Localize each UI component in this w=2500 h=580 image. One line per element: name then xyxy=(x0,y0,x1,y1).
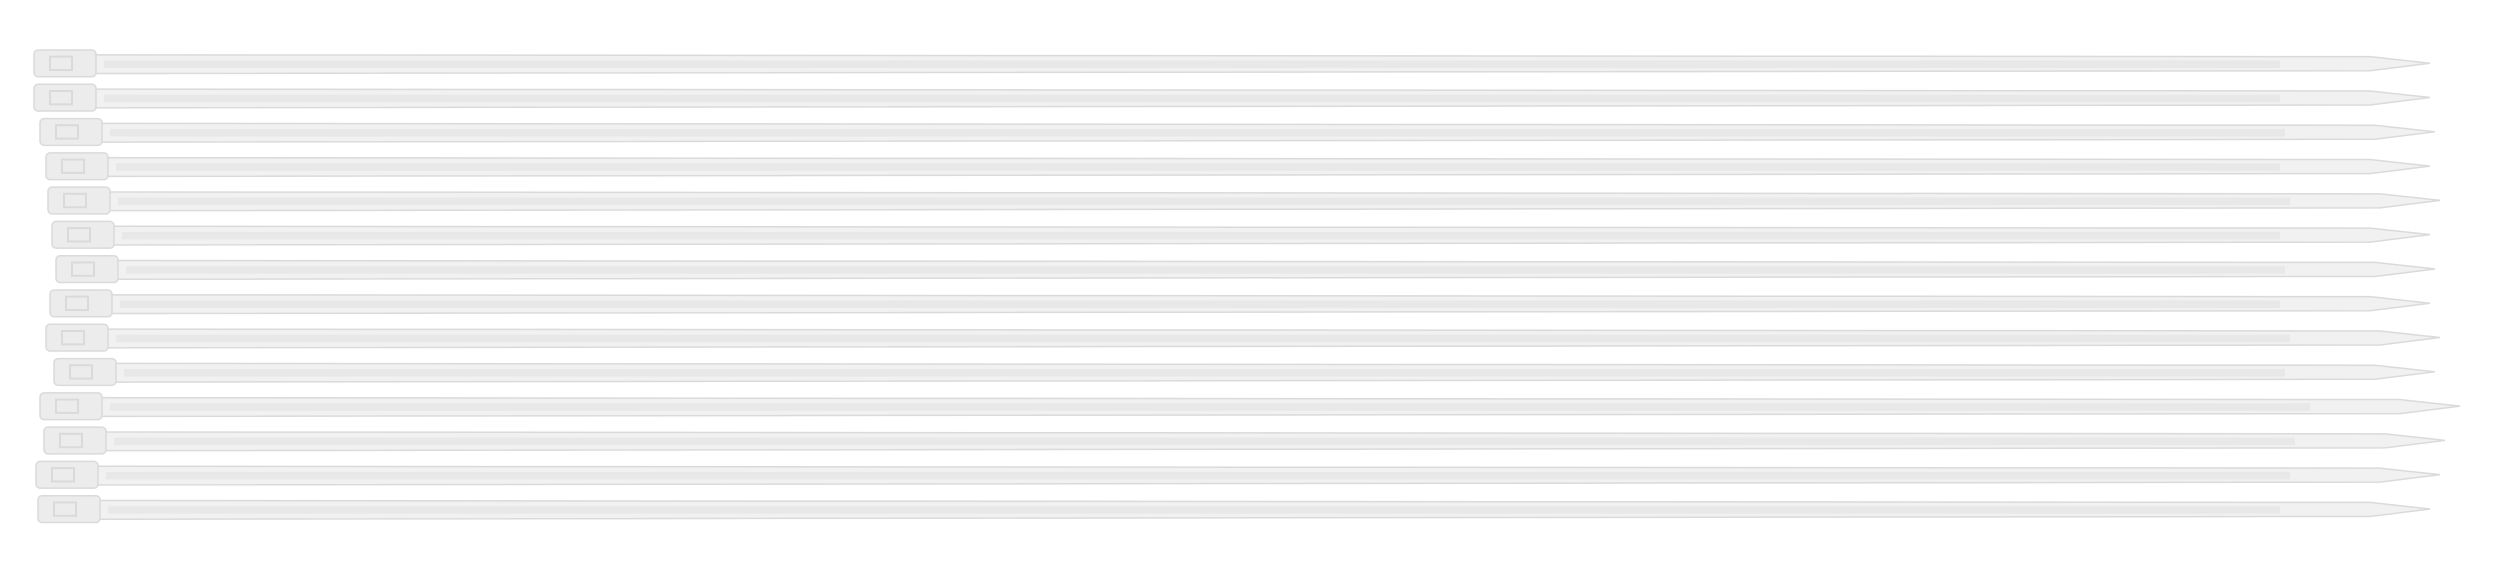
tie-head-slot xyxy=(69,364,93,380)
tie-head-slot xyxy=(61,158,85,174)
cable-tie xyxy=(35,460,2441,489)
tie-head xyxy=(43,426,107,455)
cable-tie xyxy=(43,426,2446,455)
tie-head-slot xyxy=(53,501,77,517)
tie-teeth xyxy=(116,163,2280,171)
cable-tie xyxy=(51,220,2431,249)
tie-head xyxy=(33,49,97,78)
tie-head-slot xyxy=(55,398,79,414)
tie-teeth xyxy=(108,506,2280,514)
tie-head xyxy=(37,494,101,524)
cable-tie xyxy=(49,289,2431,318)
cable-tie xyxy=(39,392,2461,421)
tie-teeth xyxy=(110,129,2285,137)
tie-head xyxy=(33,83,97,112)
tie-teeth xyxy=(104,94,2280,103)
tie-head-slot xyxy=(67,227,91,243)
tie-head-slot xyxy=(63,192,87,209)
cable-tie xyxy=(45,152,2431,181)
tie-head-slot xyxy=(49,55,73,72)
tie-teeth xyxy=(116,334,2290,343)
tie-head-slot xyxy=(51,467,75,483)
tie-head-slot xyxy=(59,432,83,449)
tie-head xyxy=(55,254,119,284)
cable-tie xyxy=(37,494,2431,524)
cable-tie xyxy=(55,254,2436,284)
tie-head-slot xyxy=(71,261,95,277)
tie-head xyxy=(47,186,111,215)
tie-head xyxy=(45,323,109,352)
tie-teeth xyxy=(122,231,2280,240)
tie-head-slot xyxy=(55,124,79,140)
tie-teeth xyxy=(106,471,2290,480)
tie-head xyxy=(53,357,117,387)
tie-head xyxy=(39,117,103,147)
cable-tie xyxy=(45,323,2441,352)
tie-head xyxy=(39,392,103,421)
tie-teeth xyxy=(124,369,2285,377)
tie-head xyxy=(49,289,113,318)
cable-tie xyxy=(47,186,2441,215)
cable-tie xyxy=(53,357,2436,387)
tie-teeth xyxy=(120,300,2280,308)
cable-tie xyxy=(33,49,2431,78)
tie-teeth xyxy=(126,266,2285,274)
tie-head-slot xyxy=(65,295,89,312)
tie-teeth xyxy=(118,197,2290,206)
tie-head-slot xyxy=(61,329,85,346)
tie-head xyxy=(35,460,99,489)
cable-tie xyxy=(39,117,2436,147)
tie-head xyxy=(51,220,115,249)
tie-teeth xyxy=(104,60,2280,68)
tie-head xyxy=(45,152,109,181)
cable-tie xyxy=(33,83,2431,112)
tie-head-slot xyxy=(49,89,73,106)
tie-teeth xyxy=(114,437,2295,446)
tie-teeth xyxy=(110,403,2310,411)
